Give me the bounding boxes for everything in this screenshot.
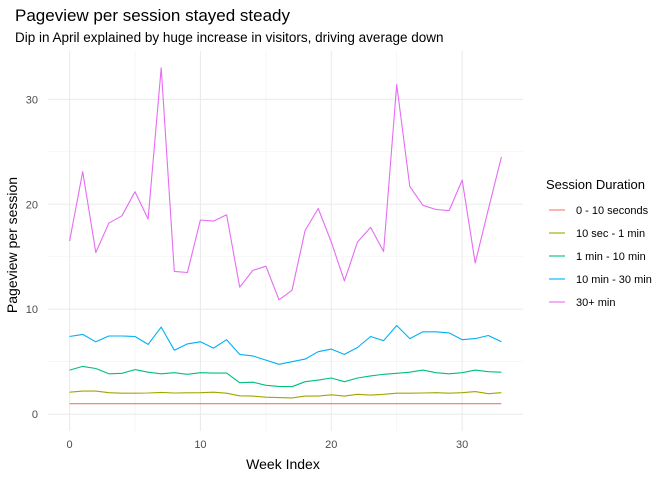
- x-tick-label: 0: [67, 439, 73, 451]
- series-line: [69, 67, 502, 301]
- x-tick-label: 30: [456, 439, 468, 451]
- legend-label: 10 sec - 1 min: [576, 228, 645, 240]
- legend-label: 1 min - 10 min: [576, 251, 646, 263]
- legend: Session Duration 0 - 10 seconds 10 sec - …: [546, 177, 652, 309]
- series-line: [69, 324, 502, 365]
- legend-title: Session Duration: [546, 177, 645, 192]
- gridlines: [48, 51, 523, 431]
- chart-title: Pageview per session stayed steady: [15, 6, 290, 25]
- x-axis-label: Week Index: [246, 456, 320, 472]
- axis-ticks: 0 10 20 30 0 10 20 30: [26, 94, 469, 451]
- series-line: [69, 390, 502, 399]
- x-tick-label: 20: [325, 439, 337, 451]
- x-tick-label: 10: [194, 439, 206, 451]
- y-tick-label: 10: [26, 304, 38, 316]
- y-tick-label: 20: [26, 199, 38, 211]
- legend-label: 10 min - 30 min: [576, 274, 652, 286]
- legend-label: 0 - 10 seconds: [576, 205, 649, 217]
- chart-subtitle: Dip in April explained by huge increase …: [15, 30, 444, 45]
- y-tick-label: 30: [26, 94, 38, 106]
- y-axis-label: Pageview per session: [4, 177, 20, 313]
- series-lines: [69, 67, 502, 405]
- legend-label: 30+ min: [576, 297, 615, 309]
- y-tick-label: 0: [32, 409, 38, 421]
- series-line: [69, 365, 502, 388]
